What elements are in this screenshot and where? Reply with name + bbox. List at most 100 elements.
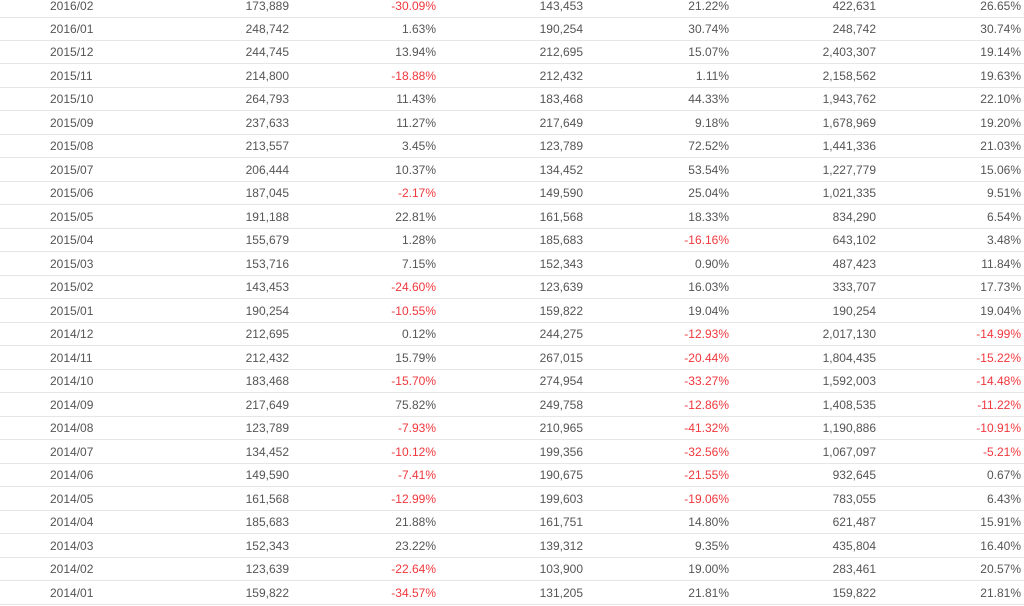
value-cell: 21.81% <box>688 585 729 600</box>
value-cell: 2,403,307 <box>822 45 876 60</box>
value-cell: 274,954 <box>539 374 583 389</box>
table-row: 2016/01 248,742 1.63% 190,254 30.74% 248,742 3… <box>0 18 1024 41</box>
value-cell: 1,067,097 <box>822 444 876 459</box>
value-cell: 123,789 <box>245 421 289 436</box>
value-cell: 199,356 <box>539 444 583 459</box>
table-row: 2014/03 152,343 23.22% 139,312 9.35% 435,804 1… <box>0 535 1024 558</box>
value-cell: 1,804,435 <box>822 350 876 365</box>
value-cell: 9.35% <box>694 538 729 553</box>
value-cell: 153,716 <box>245 256 289 271</box>
month-cell: 2015/10 <box>50 92 94 107</box>
month-cell: 2014/03 <box>50 538 94 553</box>
value-cell: 19.63% <box>980 68 1021 83</box>
value-cell: 1,678,969 <box>822 115 876 130</box>
value-cell: 185,683 <box>539 233 583 248</box>
value-cell: 213,557 <box>245 139 289 154</box>
month-cell: 2014/04 <box>50 515 94 530</box>
value-cell: 1.11% <box>695 68 729 83</box>
value-cell: 212,695 <box>245 327 289 342</box>
value-cell: 15.79% <box>395 350 436 365</box>
value-cell: 187,045 <box>245 186 289 201</box>
value-cell: 1,190,886 <box>822 421 876 436</box>
value-cell: 143,453 <box>245 280 289 295</box>
month-cell: 2014/07 <box>50 444 94 459</box>
month-cell: 2014/06 <box>50 468 94 483</box>
value-cell: 190,254 <box>245 303 289 318</box>
month-cell: 2015/04 <box>50 233 94 248</box>
value-cell: 0.12% <box>401 327 436 342</box>
value-cell: -5.21% <box>982 444 1021 459</box>
value-cell: 18.33% <box>688 209 729 224</box>
value-cell: 183,468 <box>539 92 583 107</box>
table-row: 2015/04 155,679 1.28% 185,683 -16.16% 643,102… <box>0 229 1024 253</box>
value-cell: 7.15% <box>401 256 436 271</box>
table-row: 2014/11 212,432 15.79% 267,015 -20.44% 1,804,… <box>0 347 1024 370</box>
table-row: 2016/02 173,889 -30.09% 143,453 21.22% 422,63… <box>0 0 1024 18</box>
month-cell: 2015/08 <box>50 139 94 154</box>
value-cell: 212,432 <box>539 68 583 83</box>
value-cell: 123,639 <box>539 280 583 295</box>
value-cell: 267,015 <box>539 350 583 365</box>
value-cell: 21.88% <box>395 515 436 530</box>
table-row: 2015/12 244,745 13.94% 212,695 15.07% 2,403,3… <box>0 41 1024 65</box>
value-cell: 190,254 <box>539 21 583 36</box>
value-cell: -14.99% <box>976 327 1021 342</box>
value-cell: 16.40% <box>980 538 1021 553</box>
month-cell: 2014/01 <box>50 585 94 600</box>
value-cell: 2,017,130 <box>822 327 876 342</box>
value-cell: 22.81% <box>395 209 436 224</box>
value-cell: -33.27% <box>684 374 729 389</box>
value-cell: -41.32% <box>684 421 729 436</box>
value-cell: 20.57% <box>980 562 1021 577</box>
table-row: 2014/12 212,695 0.12% 244,275 -12.93% 2,017,1… <box>0 323 1024 347</box>
value-cell: 21.03% <box>980 139 1021 154</box>
value-cell: 244,275 <box>539 327 583 342</box>
value-cell: 643,102 <box>832 233 876 248</box>
value-cell: 248,742 <box>245 21 289 36</box>
value-cell: 123,789 <box>539 139 583 154</box>
table-row: 2015/10 264,793 11.43% 183,468 44.33% 1,943,7… <box>0 88 1024 112</box>
value-cell: 214,800 <box>245 68 289 83</box>
month-cell: 2015/09 <box>50 115 94 130</box>
value-cell: 19.20% <box>980 115 1021 130</box>
value-cell: 123,639 <box>245 562 289 577</box>
value-cell: 159,822 <box>539 303 583 318</box>
value-cell: -10.55% <box>391 303 436 318</box>
value-cell: 212,695 <box>539 45 583 60</box>
value-cell: 44.33% <box>688 92 729 107</box>
value-cell: 25.04% <box>688 186 729 201</box>
table-row: 2015/07 206,444 10.37% 134,452 53.54% 1,227,7… <box>0 159 1024 182</box>
value-cell: 21.81% <box>980 585 1021 600</box>
value-cell: 13.94% <box>395 45 436 60</box>
month-cell: 2014/12 <box>50 327 94 342</box>
value-cell: 217,649 <box>539 115 583 130</box>
value-cell: 1,021,335 <box>822 186 876 201</box>
table-row: 2015/02 143,453 -24.60% 123,639 16.03% 333,70… <box>0 276 1024 300</box>
value-cell: 487,423 <box>832 256 876 271</box>
value-cell: 6.54% <box>986 209 1021 224</box>
value-cell: 161,568 <box>539 209 583 224</box>
table-row: 2015/11 214,800 -18.88% 212,432 1.11% 2,158,5… <box>0 65 1024 88</box>
value-cell: 149,590 <box>539 186 583 201</box>
table-row: 2015/03 153,716 7.15% 152,343 0.90% 487,423 11… <box>0 253 1024 276</box>
value-cell: 19.00% <box>688 562 729 577</box>
month-cell: 2014/02 <box>50 562 94 577</box>
month-cell: 2014/08 <box>50 421 94 436</box>
value-cell: -11.22% <box>977 397 1021 412</box>
value-cell: 30.74% <box>688 21 729 36</box>
value-cell: -10.12% <box>391 444 436 459</box>
month-cell: 2016/01 <box>50 21 94 36</box>
value-cell: -10.91% <box>976 421 1021 436</box>
value-cell: 217,649 <box>245 397 289 412</box>
value-cell: 139,312 <box>539 538 583 553</box>
value-cell: -16.16% <box>684 233 729 248</box>
value-cell: -14.48% <box>976 374 1021 389</box>
value-cell: -12.93% <box>684 327 729 342</box>
value-cell: -15.70% <box>391 374 436 389</box>
value-cell: 21.22% <box>688 0 729 13</box>
value-cell: 161,568 <box>245 491 289 506</box>
value-cell: -7.41% <box>397 468 436 483</box>
month-cell: 2014/10 <box>50 374 94 389</box>
value-cell: 10.37% <box>395 162 436 177</box>
